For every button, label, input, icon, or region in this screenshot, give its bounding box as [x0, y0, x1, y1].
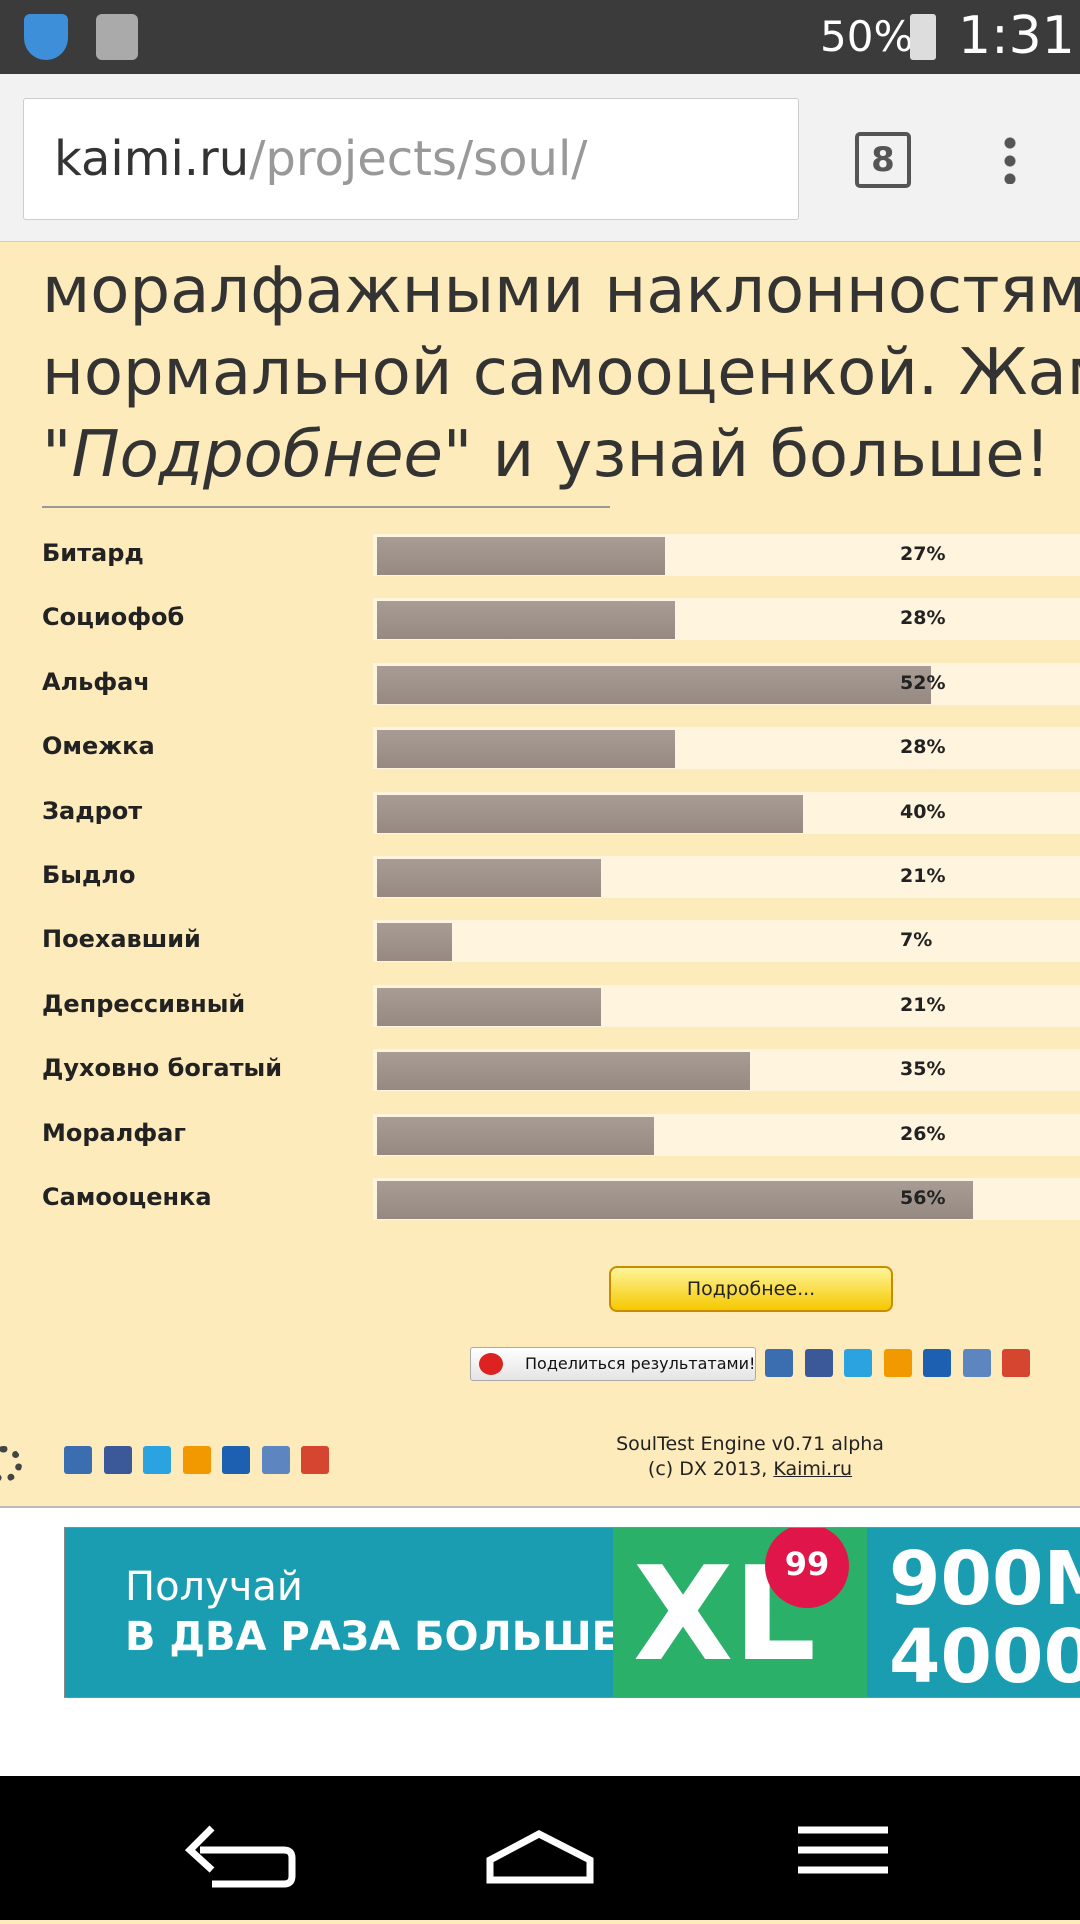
value-label: 28%	[900, 607, 946, 630]
social-icon[interactable]	[143, 1446, 171, 1474]
row-label: Омежка	[42, 732, 155, 761]
home-button[interactable]	[486, 1830, 594, 1884]
intro-line: моралфажными наклонностям	[42, 254, 1080, 328]
social-icon[interactable]	[765, 1349, 793, 1377]
share-text: Поделиться результатами!	[525, 1354, 756, 1373]
menu-button[interactable]	[1004, 134, 1016, 184]
bar	[377, 665, 931, 704]
ad-green: XL 99	[613, 1528, 867, 1697]
download-icon	[96, 14, 138, 60]
bar	[377, 1052, 750, 1091]
nav-icons	[184, 1825, 888, 1888]
value-label: 21%	[900, 865, 946, 887]
ad-text: Получай	[125, 1564, 303, 1610]
share-button[interactable]: Поделиться результатами!	[470, 1347, 756, 1381]
value-label: 56%	[900, 1187, 946, 1209]
row-label: Быдло	[42, 861, 136, 889]
divider	[42, 506, 610, 508]
row-label: Альфач	[42, 667, 150, 696]
url-field[interactable]: kaimi.ru/projects/soul/	[23, 98, 799, 220]
footer-link[interactable]: Kaimi.ru	[773, 1458, 853, 1480]
value-label: 26%	[900, 1122, 946, 1145]
social-icon[interactable]	[923, 1349, 951, 1377]
bar	[377, 601, 676, 640]
status-bar: 50% 1:31	[0, 0, 1080, 74]
bar	[377, 794, 803, 833]
row-label: Задрот	[42, 796, 143, 825]
menu-button[interactable]	[798, 1826, 888, 1874]
value-label: 28%	[900, 736, 946, 759]
ad-offer: 4000	[889, 1614, 1080, 1698]
social-icon[interactable]	[883, 1349, 912, 1377]
social-icon[interactable]	[261, 1446, 290, 1474]
bar	[377, 1181, 974, 1219]
ad-banner[interactable]: Получай В ДВА РАЗА БОЛЬШЕ XL 99 900М 400…	[64, 1527, 1080, 1698]
social-icon[interactable]	[182, 1446, 211, 1474]
row-label: Поехавший	[42, 925, 201, 954]
row-label: Моралфаг	[42, 1118, 186, 1147]
details-button[interactable]: Подробнее...	[609, 1266, 893, 1312]
url-domain: kaimi.ru	[54, 131, 250, 187]
social-icon[interactable]	[103, 1446, 132, 1474]
social-icon[interactable]	[804, 1349, 833, 1377]
value-label: 52%	[900, 671, 946, 694]
intro-line: "Подробнее" и узнай больше!	[42, 414, 1080, 496]
battery-icon	[910, 14, 936, 60]
clock: 1:31	[958, 6, 1075, 66]
engine-text: SoulTest Engine v0.71 alpha	[616, 1433, 884, 1455]
ad-price: 99	[765, 1528, 849, 1608]
social-icon[interactable]	[844, 1349, 872, 1377]
ad-offer: 900М	[889, 1536, 1080, 1622]
bar	[377, 537, 665, 575]
social-icon[interactable]	[962, 1349, 991, 1377]
back-button[interactable]	[184, 1825, 296, 1888]
social-icon[interactable]	[64, 1446, 92, 1474]
tabs-button[interactable]: 8	[855, 132, 911, 188]
intro-rest: " и узнай больше!	[442, 418, 1051, 492]
row-label: Битард	[42, 539, 144, 567]
nav-bar	[0, 1776, 1080, 1920]
row-label: Депрессивный	[42, 989, 246, 1018]
bar	[377, 730, 676, 769]
intro-line: нормальной самооценкой. Жам	[42, 336, 1080, 410]
row-label: Социофоб	[42, 603, 185, 632]
bar	[377, 987, 601, 1026]
value-label: 7%	[900, 929, 933, 952]
quote: "	[42, 418, 72, 492]
battery-level: 50%	[820, 12, 914, 61]
row-label: Самооценка	[42, 1183, 212, 1211]
share-icon	[479, 1353, 503, 1375]
bar	[377, 859, 601, 897]
ad-text: В ДВА РАЗА БОЛЬШЕ	[125, 1614, 619, 1660]
copyright: (c) DX 2013,	[647, 1458, 774, 1480]
value-label: 35%	[900, 1058, 946, 1081]
bar-track	[373, 920, 1080, 963]
row-label: Духовно богатый	[42, 1054, 283, 1083]
bar	[377, 1116, 654, 1155]
social-icon[interactable]	[1002, 1349, 1030, 1377]
bar	[377, 923, 452, 962]
settings-icon[interactable]	[0, 1446, 22, 1482]
value-label: 40%	[900, 800, 946, 823]
social-icon[interactable]	[222, 1446, 250, 1474]
value-label: 27%	[900, 543, 946, 565]
url-path: /projects/soul/	[249, 131, 588, 187]
shield-icon	[24, 14, 68, 60]
footer: SoulTest Engine v0.71 alpha (c) DX 2013,…	[560, 1432, 940, 1482]
value-label: 21%	[900, 993, 946, 1016]
emphasis: Подробнее	[71, 418, 443, 492]
browser-toolbar: kaimi.ru/projects/soul/ 8	[0, 74, 1080, 242]
intro-text: моралфажными наклонностям нормальной сам…	[42, 250, 1080, 496]
social-icon[interactable]	[301, 1446, 329, 1474]
